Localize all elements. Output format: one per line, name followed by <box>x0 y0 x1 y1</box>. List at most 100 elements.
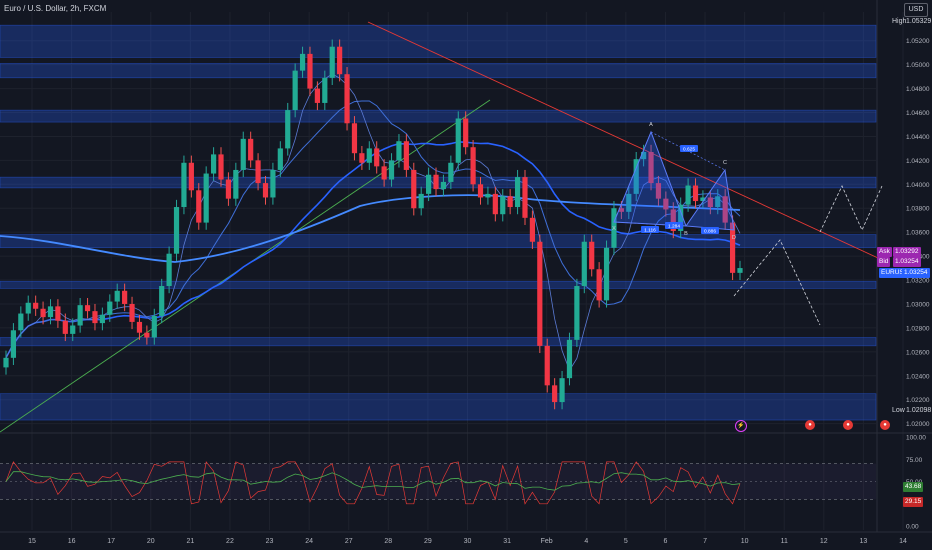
time-tick-label: 27 <box>345 538 353 545</box>
time-tick-label: 20 <box>147 538 155 545</box>
rsi-tick-label: 100.00 <box>906 435 926 442</box>
bid-label: Bid <box>877 257 891 267</box>
candle-body <box>374 148 380 167</box>
us-flag-event-icon[interactable]: ● <box>805 420 815 430</box>
price-tick-label: 1.02400 <box>906 373 930 380</box>
time-tick-label: 28 <box>384 538 392 545</box>
ma-200 <box>0 194 741 263</box>
candle-body <box>448 162 454 182</box>
candle-body <box>618 208 624 212</box>
candle-body <box>655 183 662 199</box>
candle-body <box>729 222 736 273</box>
time-tick-label: 11 <box>781 538 788 545</box>
candle-body <box>626 193 632 212</box>
candle-body <box>92 311 98 324</box>
candle-body <box>470 147 476 185</box>
high-label: High <box>892 18 907 25</box>
us-flag-event-icon-2[interactable]: ● <box>843 420 853 430</box>
price-axis: 1.05200 1.05000 1.04800 1.04600 1.04400 1.042… <box>906 38 930 428</box>
low-value: 1.02098 <box>906 407 932 414</box>
price-tick-label: 1.02000 <box>906 421 930 428</box>
candle-body <box>396 141 402 161</box>
candle-body <box>77 305 83 326</box>
time-tick-label: 31 <box>503 538 511 545</box>
candle-body <box>715 196 721 208</box>
candle-body <box>107 301 113 315</box>
candle-body <box>463 118 469 148</box>
candle-body <box>203 173 209 223</box>
candle-body <box>418 193 424 209</box>
price-tick-label: 1.02800 <box>906 325 930 332</box>
candle-body <box>574 286 580 340</box>
candle-body <box>552 385 558 403</box>
time-tick-label: 21 <box>186 538 194 545</box>
candle-body <box>277 148 283 170</box>
bid-value: 1.03254 <box>893 257 921 267</box>
candle-body <box>151 315 157 338</box>
candle-body <box>240 138 246 170</box>
rsi-tick-label: 75.00 <box>906 457 923 464</box>
us-flag-event-icon-3[interactable]: ● <box>880 420 890 430</box>
candle-body <box>411 169 417 209</box>
candle-body <box>337 46 343 75</box>
candle-body <box>62 320 68 334</box>
candle-body <box>3 357 9 368</box>
price-zone <box>0 63 877 79</box>
pattern-point-d: D <box>732 235 736 241</box>
time-tick-label: 13 <box>860 538 868 545</box>
candle-body <box>188 162 194 191</box>
time-tick-label: 10 <box>741 538 749 545</box>
candle-body <box>440 181 447 190</box>
candle-body <box>70 325 76 334</box>
candle-body <box>166 253 172 287</box>
candle-body <box>10 330 17 358</box>
rsi-tick-label: 0.00 <box>906 524 919 531</box>
candle-body <box>692 185 699 202</box>
candle-body <box>351 123 358 154</box>
candle-body <box>47 306 54 318</box>
candle-body <box>485 193 491 198</box>
pattern-ratio-label: 1.116 <box>644 228 656 234</box>
time-tick-label: 6 <box>664 538 668 545</box>
candle-body <box>537 241 543 346</box>
pattern-point-x: X <box>612 226 616 232</box>
candle-body <box>678 204 684 231</box>
time-tick-label: 5 <box>624 538 628 545</box>
price-tick-label: 1.02600 <box>906 349 930 356</box>
ma-slow <box>5 141 741 359</box>
price-tick-label: 1.04400 <box>906 134 930 141</box>
candle-body <box>225 179 232 199</box>
candle-body <box>122 290 128 304</box>
price-tick-label: 1.05200 <box>906 38 930 45</box>
time-tick-label: 15 <box>28 538 36 545</box>
candle-body <box>381 166 387 180</box>
candle-body <box>492 193 498 215</box>
candle-body <box>566 339 573 379</box>
ask-label: Ask <box>877 247 892 257</box>
rsi-ma-value: 43.68 <box>903 482 924 492</box>
time-tick-label: 29 <box>424 538 432 545</box>
candle-body <box>388 160 395 180</box>
price-tick-label: 1.02200 <box>906 397 930 404</box>
time-tick-label: 16 <box>68 538 76 545</box>
candle-body <box>292 70 298 111</box>
candle-body <box>270 169 276 198</box>
currency-button[interactable]: USD <box>904 3 928 17</box>
price-zone <box>0 24 877 58</box>
candle-body <box>114 290 120 302</box>
candle-body <box>507 196 513 208</box>
projection-up <box>819 185 883 233</box>
candle-body <box>299 53 306 71</box>
time-tick-label: 23 <box>266 538 274 545</box>
pattern-ratio-box <box>665 222 683 229</box>
harmonic-pattern: A C X B D 0.625 1.116 1.284 0.886 <box>612 122 736 241</box>
low-label: Low <box>892 407 905 414</box>
candle-body <box>233 169 239 199</box>
projection-path <box>733 185 883 326</box>
candle-body <box>129 303 135 322</box>
time-axis: 15 16 17 20 21 22 23 24 27 28 29 30 31 Feb 4 5 6 7 10 11 12 1… <box>28 538 907 545</box>
candle-body <box>181 162 187 208</box>
flash-event-icon[interactable]: ⚡ <box>735 420 747 432</box>
